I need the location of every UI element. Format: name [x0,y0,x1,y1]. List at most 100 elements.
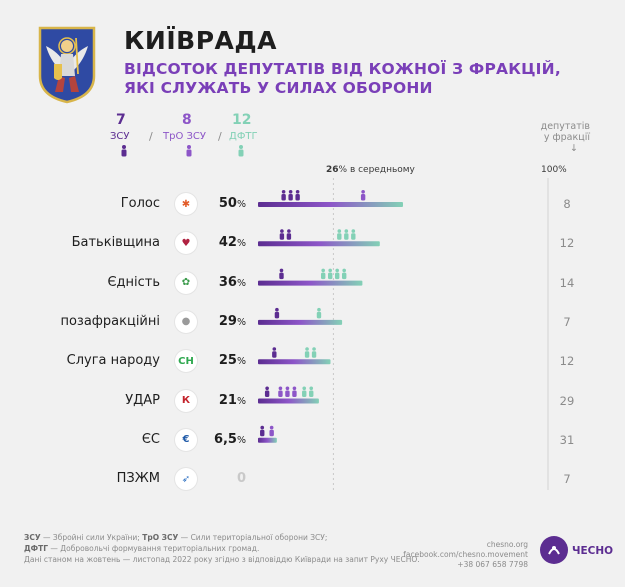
bar [258,202,403,207]
party-label: ПЗЖМ [116,471,160,487]
party-label: ЄС [141,431,160,447]
kyiv-coat-of-arms-icon [38,26,96,104]
dftg-person-icon [304,347,310,358]
legend-dftg-value: 12 [232,112,252,128]
zsu-person-icon [286,229,292,240]
bar [258,398,319,404]
footer-contacts: chesno.org facebook.com/chesno.movement … [400,540,528,570]
members-count: 14 [559,275,575,290]
dftg-person-icon [341,268,347,280]
percent-label: 6,5% [213,431,246,447]
footer-facebook-link[interactable]: facebook.com/chesno.movement [403,550,528,559]
members-count: 31 [559,432,575,447]
members-header-line1: депутатів [540,121,590,132]
legend: 7 ЗСУ / 8 ТрО ЗСУ / 12 ДФТГ [104,112,284,162]
legend-tro-value: 8 [182,112,192,128]
max-label: 100% [541,165,567,175]
percent-label: 25% [218,353,246,369]
bar [258,359,331,365]
party-logo-icon: СН [175,350,197,373]
party-label: позафракційні [60,313,160,329]
percent-label: 36% [218,274,246,290]
members-count: 12 [559,236,575,251]
legend-zsu-person-icon [121,145,127,157]
legend-dftg-label: ДФТГ [229,131,258,142]
members-count: 12 [559,354,575,369]
down-arrow-icon: ↓ [570,143,578,154]
party-logo-icon: ● [175,310,197,333]
page-subtitle-line1: ВІДСОТОК ДЕПУТАТІВ ВІД КОЖНОЇ З ФРАКЦІЙ, [124,60,561,78]
legend-tro-label: ТрО ЗСУ [163,131,206,142]
members-column-header: депутатів у фракції ↓ [530,121,590,154]
zsu-person-icon [272,347,277,358]
members-header-line2: у фракції [543,132,590,143]
dftg-person-icon [327,268,333,280]
bar [258,437,277,443]
percent-label: 42% [218,235,246,251]
footer-line3: Дані станом на жовтень — листопад 2022 р… [24,555,420,564]
footer-site-link[interactable]: chesno.org [486,540,528,549]
party-label: Батьківщина [71,235,160,251]
members-count: 7 [563,472,571,487]
percent-label: 21% [218,392,246,408]
dftg-person-icon [334,268,340,280]
footer-phone: +38 067 658 7798 [457,560,528,569]
party-logo-icon: ➶ [175,468,197,491]
dftg-person-icon [309,386,314,397]
legend-dftg-person-icon [238,145,244,157]
legend-separator: / [218,130,222,143]
page-subtitle-line2: ЯКІ СЛУЖАТЬ У СИЛАХ ОБОРОНИ [124,79,433,97]
zsu-person-icon [279,268,284,280]
tro-person-icon [278,386,283,397]
legend-zsu-label: ЗСУ [110,131,130,142]
dftg-person-icon [337,229,342,240]
footer-line2: ДФТГ — Добровольчі формування територіал… [24,544,260,553]
party-logo-icon: ♥ [175,232,197,255]
dftg-person-icon [302,386,307,397]
zsu-person-icon [288,190,293,201]
tro-person-icon [285,386,290,397]
members-count: 29 [559,393,575,408]
bar [258,280,363,286]
tro-person-icon [269,425,274,437]
percent-label: 50% [218,196,246,211]
legend-separator: / [149,130,153,143]
tro-person-icon [292,386,297,397]
party-logo-icon: К [175,389,197,412]
legend-zsu-value: 7 [116,112,126,128]
tro-person-icon [360,190,366,201]
zsu-person-icon [281,190,286,201]
average-label-unit: % в середньому [338,165,415,175]
dftg-person-icon [316,307,322,319]
percent-label: 0 [236,471,246,487]
zsu-person-icon [260,425,265,437]
average-label: 26% в середньому [326,165,415,175]
chesno-brand: ЧЕСНО [572,545,614,557]
average-label-value: 26 [326,165,339,175]
footer-notes: ЗСУ — Збройні сили України; ТрО ЗСУ — Си… [24,532,420,565]
percent-label: 29% [218,313,246,329]
party-label: УДАР [125,392,160,408]
zsu-person-icon [295,190,300,201]
party-label: Єдність [107,274,160,290]
zsu-person-icon [274,307,280,319]
party-logo-icon: ✿ [175,271,197,294]
dftg-person-icon [311,347,317,358]
bar [258,319,343,325]
members-count: 8 [563,197,571,211]
members-count: 7 [563,314,571,329]
party-label: Слуга народу [66,353,160,369]
dftg-person-icon [351,229,356,240]
bar [258,241,380,247]
page-title: КИЇВРАДА [124,26,277,55]
zsu-person-icon [279,229,285,240]
party-label: Голос [120,196,160,211]
footer-line1: ЗСУ — Збройні сили України; ТрО ЗСУ — Си… [24,533,328,542]
chesno-logo-icon [540,536,568,564]
party-logo-icon: € [175,428,197,451]
party-logo-icon: ✱ [175,193,197,215]
dftg-person-icon [344,229,349,240]
zsu-person-icon [264,386,270,397]
dftg-person-icon [320,268,326,280]
